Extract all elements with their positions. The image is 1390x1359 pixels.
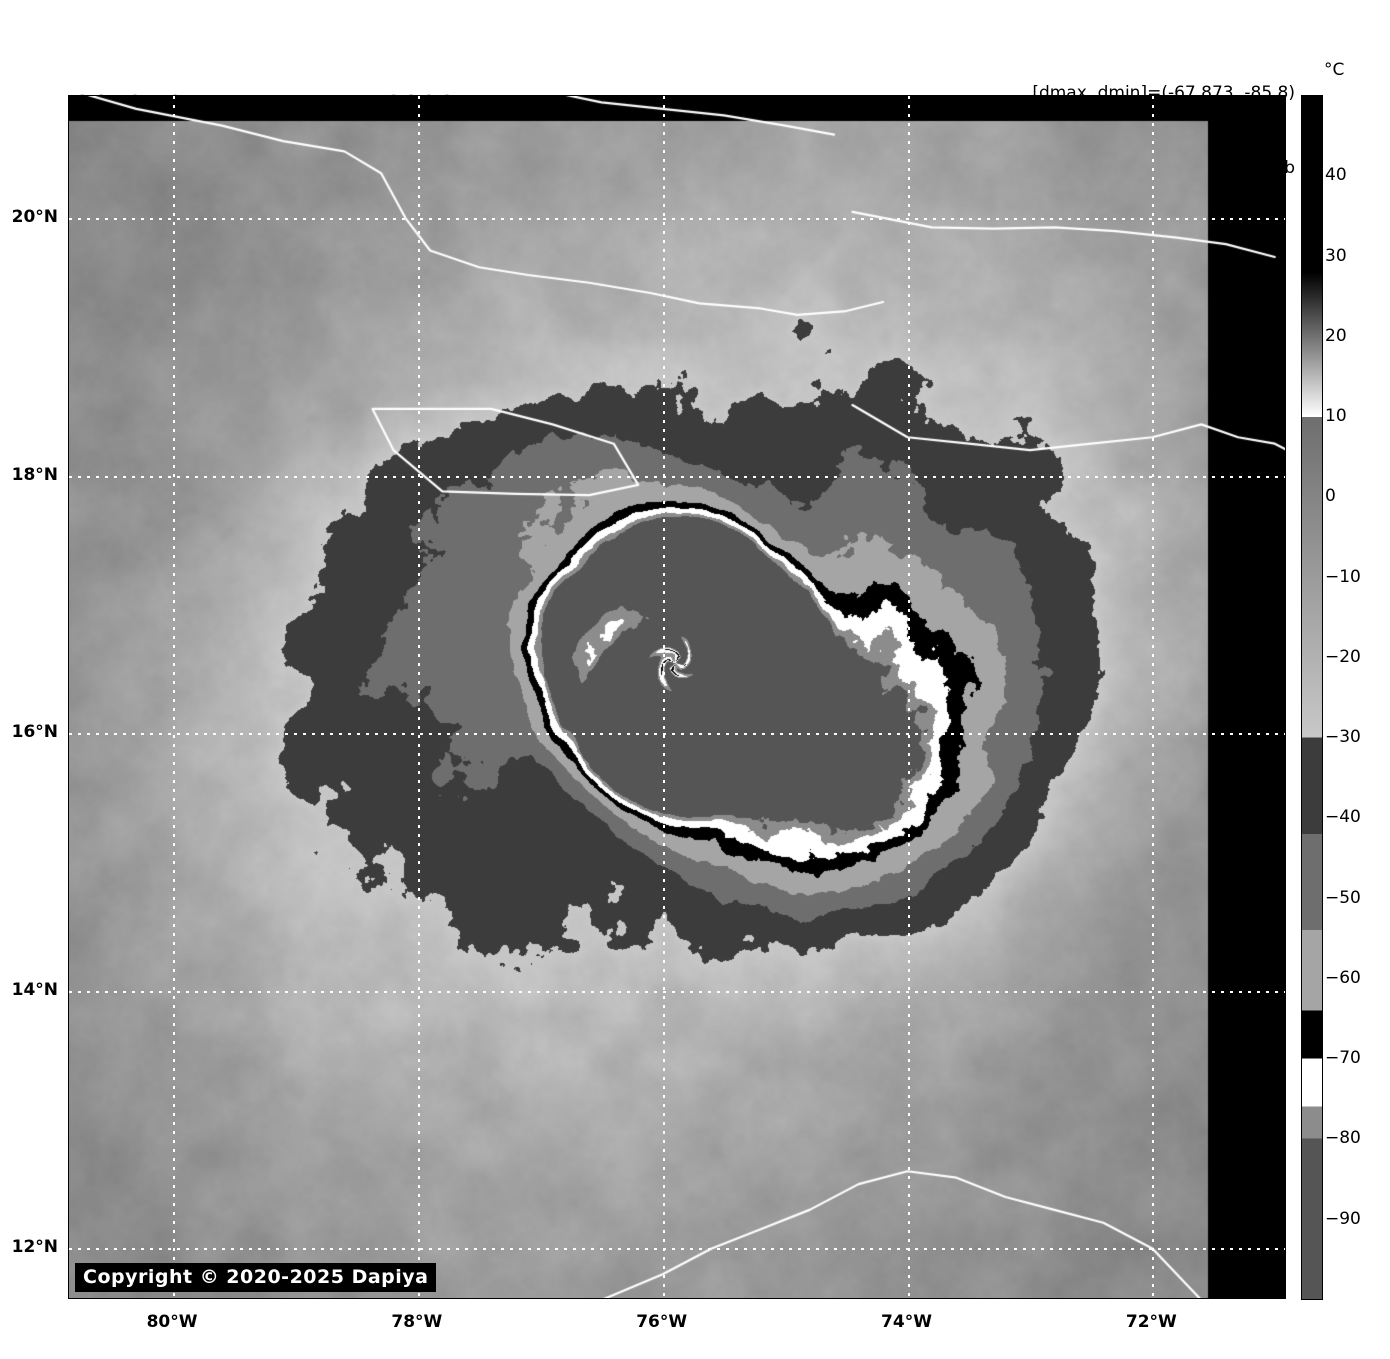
colorbar-unit-label: °C — [1324, 60, 1345, 80]
colorbar-tick-30: 30 — [1325, 245, 1347, 266]
colorbar-tick--30: −30 — [1325, 727, 1361, 748]
colorbar-tick--10: −10 — [1325, 566, 1361, 587]
colorbar-tick--40: −40 — [1325, 807, 1361, 828]
copyright-label: Copyright © 2020-2025 Dapiya — [75, 1263, 437, 1292]
lon-label--74: 74°W — [881, 1312, 932, 1332]
colorbar-tick--70: −70 — [1325, 1048, 1361, 1069]
lat-label-16: 16°N — [11, 722, 58, 743]
colorbar-tick-0: 0 — [1325, 486, 1336, 507]
colorbar-tick--80: −80 — [1325, 1128, 1361, 1149]
lon-label--72: 72°W — [1125, 1312, 1177, 1332]
map-canvas[interactable]: Copyright © 2020-2025 Dapiya — [68, 95, 1286, 1299]
colorbar-tick-40: 40 — [1325, 165, 1347, 186]
temperature-colorbar — [1301, 95, 1323, 1300]
colorbar-tick--50: −50 — [1325, 887, 1361, 908]
lat-label-20: 20°N — [11, 207, 58, 228]
lat-label-12: 12°N — [11, 1237, 58, 1258]
colorbar-tick--90: −90 — [1325, 1208, 1361, 1229]
colorbar-tick--60: −60 — [1325, 967, 1361, 988]
brightness-temperature-raster — [69, 96, 1285, 1298]
lat-label-18: 18°N — [11, 464, 58, 485]
colorbar-tick-20: 20 — [1325, 325, 1347, 346]
lon-label--78: 78°W — [391, 1312, 443, 1332]
lat-label-14: 14°N — [11, 979, 58, 1000]
colorbar-tick--20: −20 — [1325, 646, 1361, 667]
colorbar-tick-10: 10 — [1325, 406, 1347, 427]
colorbar-gradient — [1302, 96, 1322, 1299]
lon-label--80: 80°W — [146, 1312, 198, 1332]
satellite-imagery-layer — [69, 96, 1285, 1298]
lon-label--76: 76°W — [636, 1312, 688, 1332]
